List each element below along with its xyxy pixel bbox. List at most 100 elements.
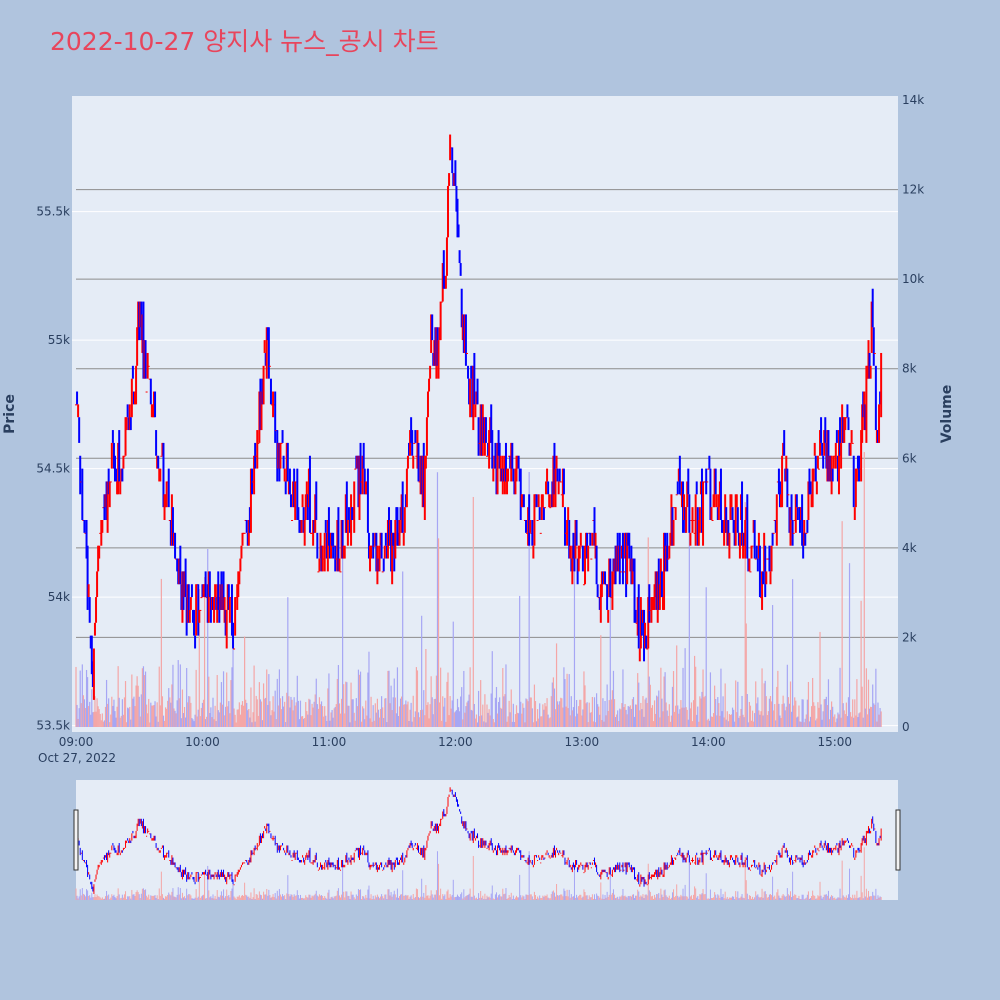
slider-candle [522, 855, 524, 858]
slider-candle [581, 864, 583, 866]
slider-candle [651, 874, 653, 877]
slider-volume-bar [429, 895, 431, 900]
candle [256, 430, 259, 469]
volume-bar [704, 695, 706, 727]
slider-candle [226, 876, 228, 885]
slider-volume-bar [443, 896, 445, 900]
volume-bar [731, 707, 734, 727]
slider-candle [335, 867, 337, 869]
slider-candle [557, 850, 559, 853]
slider-candle [105, 855, 107, 858]
volume-bar [173, 708, 175, 727]
slider-candle [284, 850, 286, 853]
slider-volume-bar [861, 892, 863, 900]
volume-bar [220, 682, 223, 727]
range-slider-handle-left[interactable] [73, 809, 79, 871]
slider-volume-bar [477, 899, 479, 900]
candle [577, 545, 580, 572]
volume-bar [213, 719, 215, 727]
slider-candle [317, 869, 319, 871]
slider-candle [134, 835, 136, 839]
slider-volume-bar [587, 899, 589, 900]
volume-bar [730, 714, 733, 727]
slider-volume-bar [341, 894, 343, 900]
slider-volume-bar [191, 898, 193, 900]
slider-volume-bar [109, 899, 111, 900]
range-slider[interactable] [73, 780, 901, 900]
volume-bar [253, 665, 255, 727]
candle [356, 455, 359, 469]
slider-candle [253, 847, 255, 856]
date-label: Oct 27, 2022 [38, 751, 116, 765]
slider-volume-bar [239, 897, 241, 900]
slider-volume-bar [297, 895, 299, 900]
slider-candle [92, 886, 94, 892]
candle [296, 468, 299, 520]
slider-candle [429, 830, 431, 834]
slider-volume-bar [699, 894, 701, 900]
slider-candle [79, 847, 81, 856]
slider-candle [94, 879, 96, 882]
candle [206, 584, 209, 623]
candle [134, 391, 137, 405]
slider-candle [694, 862, 696, 864]
slider-candle [475, 835, 477, 839]
volume-bar [203, 577, 206, 727]
slider-volume-bar [377, 896, 379, 900]
slider-candle [489, 840, 491, 846]
slider-volume-bar [251, 899, 253, 900]
candle [842, 417, 845, 443]
volume-bar [435, 675, 438, 727]
slider-candle [818, 850, 820, 852]
slider-volume-bar [228, 895, 230, 900]
slider-candle [689, 862, 691, 865]
slider-volume-bar [524, 899, 526, 900]
slider-candle [322, 864, 324, 870]
slider-volume-bar [796, 898, 798, 900]
candle [323, 532, 326, 572]
slider-candle [170, 860, 172, 865]
slider-volume-bar [745, 880, 747, 900]
slider-candle [588, 862, 590, 864]
slider-volume-bar [551, 891, 553, 900]
slider-candle [153, 835, 155, 841]
slider-volume-bar [189, 894, 191, 900]
candle [848, 442, 851, 456]
volume-bar [242, 705, 245, 727]
candle [241, 532, 244, 546]
candle [833, 455, 836, 457]
volume-bar [845, 702, 847, 727]
range-slider-handle-right[interactable] [895, 809, 901, 871]
volume-bar [841, 521, 843, 727]
slider-candle [589, 862, 591, 865]
slider-candle [832, 850, 834, 853]
volume-bar [579, 699, 581, 727]
volume-bar [764, 680, 766, 727]
slider-candle [453, 794, 455, 797]
volume-bar [167, 700, 169, 727]
volume-bar [880, 711, 882, 727]
volume-bar [530, 697, 532, 727]
slider-candle [263, 830, 265, 839]
volume-bar [189, 696, 191, 727]
volume-bar [459, 711, 461, 727]
volume-bar [426, 705, 428, 727]
candle [376, 545, 379, 585]
slider-candle [348, 857, 350, 860]
candle [748, 558, 751, 572]
slider-candle [160, 847, 162, 849]
slider-candle [698, 860, 700, 865]
slider-candle [383, 867, 385, 870]
slider-volume-bar [327, 892, 329, 900]
slider-candle [196, 872, 198, 874]
volume-bar [771, 605, 774, 727]
slider-volume-bar [325, 897, 327, 900]
slider-candle [404, 857, 406, 863]
candle [589, 532, 592, 546]
volume-bar [205, 719, 207, 727]
slider-candle [299, 860, 301, 863]
slider-candle [390, 860, 392, 870]
candle [693, 532, 696, 534]
slider-volume-bar [235, 899, 237, 900]
slider-volume-bar [219, 895, 221, 900]
